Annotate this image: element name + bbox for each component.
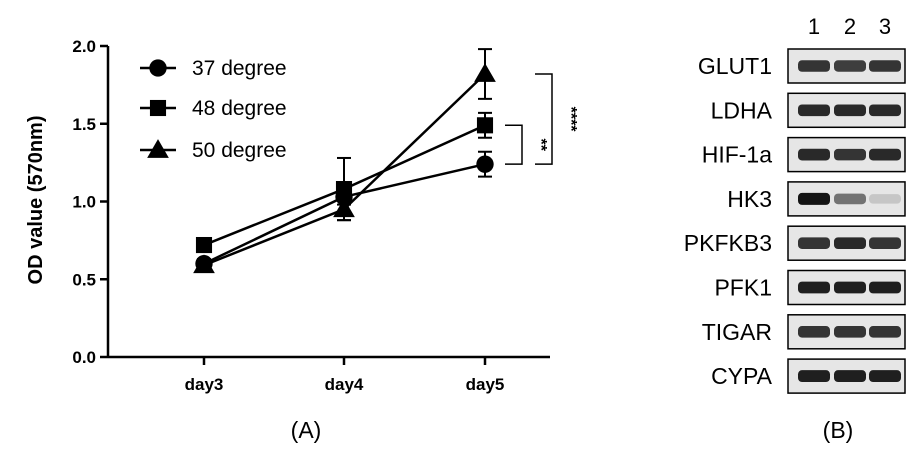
data-point [476, 117, 494, 134]
panel-a-label: (A) [291, 417, 322, 443]
gene-label: GLUT1 [698, 53, 772, 79]
gel-row-ldha: LDHA [711, 92, 906, 129]
y-axis: 0.0 0.5 1.0 1.5 2.0 [72, 37, 110, 367]
y-tick-label: 1.0 [72, 193, 96, 212]
gel-band [869, 370, 901, 383]
gel-rows: GLUT1 LDHA HIF-1a HK3 PKFKB3 PFK1 TIGAR CYPA [684, 48, 906, 394]
legend-item: 48 degree [140, 97, 287, 120]
gel-band [869, 60, 901, 72]
legend-item: 50 degree [140, 139, 287, 162]
significance-bracket: **** [535, 73, 579, 165]
gel-band [869, 194, 901, 204]
lane-label: 3 [879, 14, 891, 39]
y-tick-label: 0.5 [72, 270, 96, 289]
y-tick-label: 0.0 [72, 348, 96, 367]
y-axis-title: OD value (570nm) [25, 116, 47, 285]
data-point [193, 254, 215, 274]
lane-label: 1 [808, 14, 820, 39]
gel-band [834, 281, 866, 294]
gel-band [834, 148, 866, 161]
lane-label: 2 [844, 14, 856, 39]
legend-label: 50 degree [192, 139, 287, 162]
legend-marker [149, 99, 167, 117]
data-point [476, 155, 494, 173]
gel-row-pkfkb3: PKFKB3 [684, 225, 906, 261]
x-axis: day3 day4 day5 [108, 355, 550, 394]
legend-marker [147, 139, 169, 158]
gel-band [869, 281, 901, 294]
gel-band [834, 326, 866, 338]
data-point [195, 236, 213, 254]
gel-band [869, 148, 901, 161]
significance-brackets: ****** [505, 73, 579, 165]
x-tick-label: day4 [325, 375, 364, 394]
gel-band [869, 104, 901, 117]
legend-item: 37 degree [140, 57, 287, 80]
data-point [474, 63, 496, 82]
data-point [335, 181, 353, 198]
gel-band [798, 370, 830, 383]
panel-b-label: (B) [823, 417, 854, 443]
gene-label: LDHA [711, 97, 773, 123]
significance-bracket: ** [505, 124, 549, 165]
gel-row-hk3: HK3 [727, 181, 906, 217]
gene-label: HK3 [727, 186, 772, 212]
gel-band [834, 60, 866, 72]
gene-label: PKFKB3 [684, 230, 772, 256]
gel-row-glut1: GLUT1 [698, 48, 906, 84]
gel-band [798, 192, 830, 205]
gene-label: HIF-1a [702, 142, 773, 168]
legend-label: 37 degree [192, 57, 287, 80]
gel-band [798, 281, 830, 294]
series-layer [193, 48, 496, 274]
gel-band [834, 104, 866, 117]
gel-band [869, 237, 901, 249]
legend-marker [149, 59, 167, 77]
legend: 37 degree 48 degree 50 degree [140, 57, 287, 162]
gel-band [798, 326, 830, 338]
gene-label: CYPA [711, 363, 773, 389]
bracket-line [505, 124, 523, 165]
gel-row-cypa: CYPA [711, 358, 906, 394]
y-tick-label: 2.0 [72, 37, 96, 56]
gel-row-tigar: TIGAR [702, 314, 906, 350]
gel-band [798, 237, 830, 249]
gel-band [834, 370, 866, 383]
gene-label: TIGAR [702, 319, 772, 345]
data-point [333, 198, 355, 218]
gel-band [798, 148, 830, 161]
gel-band [798, 60, 830, 72]
panel-a-line-chart: 0.0 0.5 1.0 1.5 2.0 day3 day4 day5 OD value (5… [25, 37, 579, 443]
gel-row-hif-1a: HIF-1a [702, 136, 906, 173]
gel-band [798, 104, 830, 117]
significance-label: ** [532, 139, 549, 152]
x-tick-label: day5 [466, 375, 505, 394]
gel-row-pfk1: PFK1 [714, 269, 906, 306]
gel-band [834, 237, 866, 250]
significance-label: **** [562, 107, 579, 133]
gene-label: PFK1 [714, 275, 772, 301]
legend-label: 48 degree [192, 97, 287, 120]
series-50-degree [193, 48, 496, 274]
gel-band [869, 326, 901, 338]
x-tick-label: day3 [185, 375, 224, 394]
series-48-degree [195, 111, 494, 254]
y-tick-label: 1.5 [72, 115, 96, 134]
gel-band [834, 193, 866, 205]
bracket-line [535, 73, 553, 165]
